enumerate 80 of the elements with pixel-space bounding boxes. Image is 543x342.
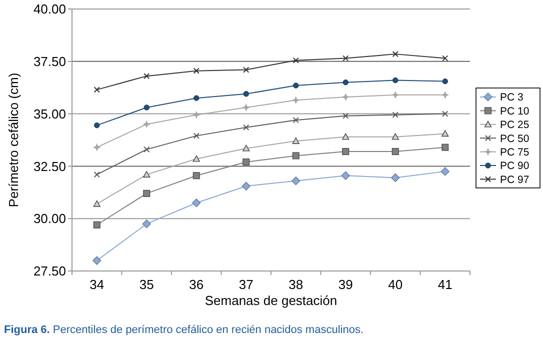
point (392, 148, 399, 156)
point (442, 91, 449, 98)
point (442, 130, 449, 137)
y-axis-title: Perímetro cefálico (cm) (6, 72, 21, 208)
point (143, 190, 150, 197)
point (242, 182, 250, 190)
point (442, 110, 448, 117)
x-tick-label: 41 (438, 277, 452, 292)
point (242, 144, 250, 152)
point (342, 55, 349, 62)
x-tick-label: 37 (238, 277, 254, 292)
y-tick-label: 32.50 (33, 158, 66, 174)
point (342, 148, 350, 156)
point (342, 80, 348, 86)
point (442, 55, 448, 62)
point (193, 68, 200, 74)
point (342, 112, 349, 119)
point (94, 122, 100, 128)
point (342, 133, 350, 140)
point (94, 172, 100, 178)
point (292, 138, 300, 144)
point (292, 57, 299, 64)
legend-label: PC 97 (500, 174, 530, 186)
point (143, 120, 150, 128)
point (192, 172, 200, 180)
point (341, 171, 350, 180)
x-tick-label: 36 (189, 277, 204, 292)
point (93, 221, 100, 228)
point (242, 104, 250, 112)
point (144, 104, 150, 110)
legend-label: PC 75 (500, 146, 530, 158)
x-tick-label: 40 (388, 277, 403, 292)
x-tick-label: 34 (90, 277, 104, 292)
point (292, 96, 300, 104)
point (392, 133, 399, 140)
legend-label: PC 25 (500, 119, 530, 132)
point (143, 171, 150, 178)
legend-label: PC 50 (500, 132, 530, 145)
x-axis-title: Semanas de gestación (204, 293, 338, 308)
point (292, 176, 300, 186)
point (243, 124, 250, 130)
point (194, 95, 200, 101)
legend-label: PC 90 (500, 160, 530, 172)
y-tick-label: 40.00 (33, 2, 66, 17)
point (243, 66, 250, 73)
point (142, 220, 151, 228)
y-tick-label: 35.00 (33, 106, 66, 122)
y-tick-label: 27.50 (33, 264, 66, 279)
point (243, 91, 249, 97)
text: Figura 6. Percentiles de perímetro cefálico en recién nacidos masculinos. (4, 324, 364, 336)
point (192, 155, 200, 162)
point (442, 144, 449, 151)
point (192, 111, 200, 118)
point (392, 51, 398, 58)
point (342, 94, 350, 101)
point (440, 167, 450, 176)
point (292, 117, 299, 124)
legend-label: PC 3 (500, 92, 524, 104)
point (242, 158, 250, 166)
point (392, 91, 399, 98)
point (192, 198, 201, 208)
point (94, 86, 100, 93)
legend-label: PC 10 (500, 105, 530, 118)
point (442, 78, 448, 84)
x-tick-label: 38 (288, 277, 304, 292)
x-tick-label: 35 (139, 277, 154, 292)
y-tick-label: 30.00 (33, 211, 66, 226)
point (92, 256, 102, 265)
point (391, 173, 400, 182)
point (93, 200, 100, 207)
point (144, 146, 150, 152)
point (93, 144, 100, 151)
point (292, 152, 300, 160)
point (293, 82, 299, 88)
point (144, 73, 150, 80)
point (392, 112, 398, 118)
y-tick-label: 37.50 (33, 54, 66, 69)
x-tick-label: 39 (338, 277, 353, 292)
point (193, 132, 200, 139)
point (392, 77, 398, 84)
